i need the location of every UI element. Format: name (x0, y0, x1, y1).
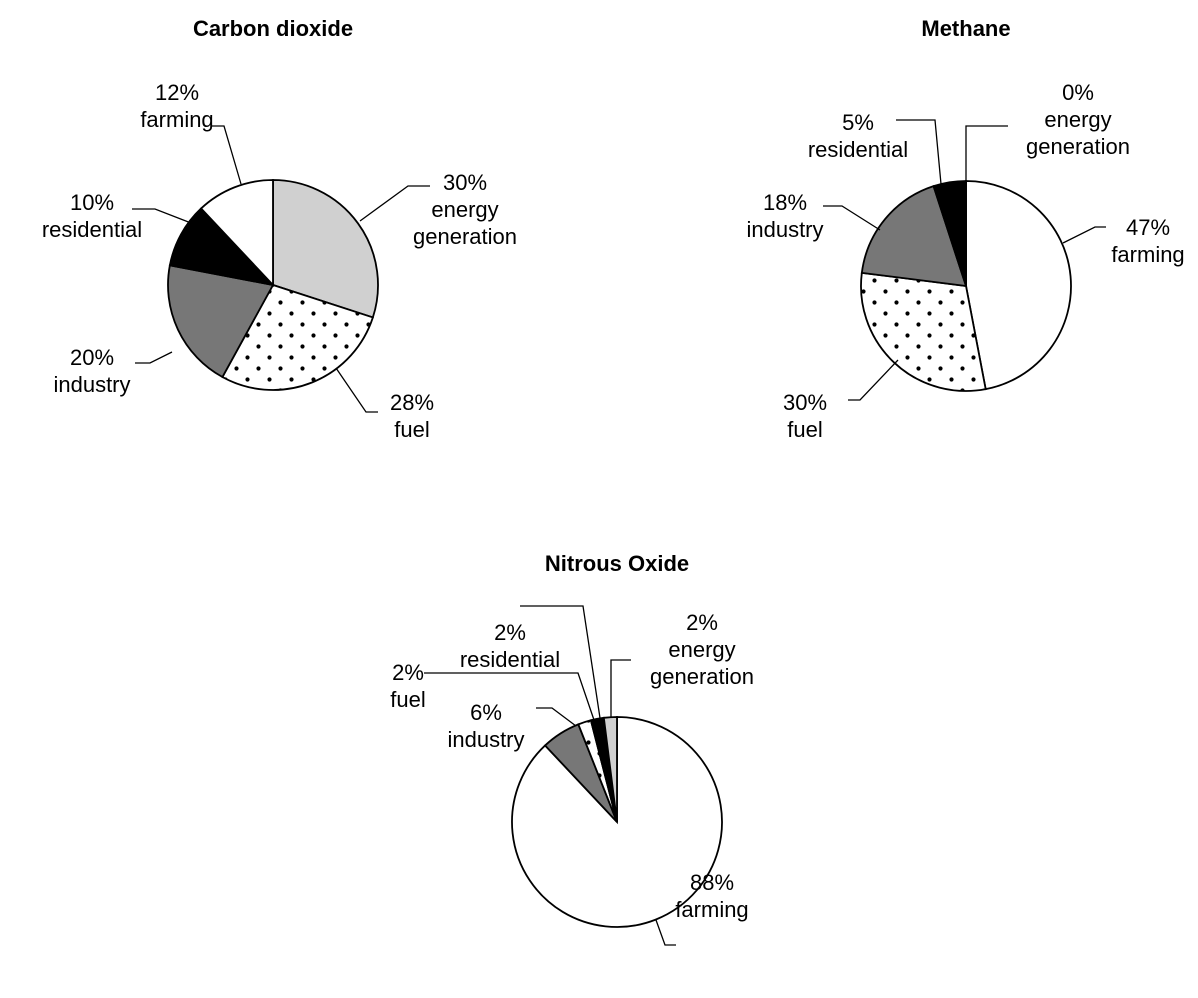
chart-title: Nitrous Oxide (545, 551, 689, 576)
chart-title: Carbon dioxide (193, 16, 353, 41)
leader-line-industry (536, 707, 577, 727)
leader-line-farming (212, 125, 242, 185)
data-label-percent: 20% (70, 345, 114, 370)
data-label-percent: 28% (390, 390, 434, 415)
pie-slice-farming (199, 179, 274, 288)
data-label-category: fuel (390, 687, 425, 712)
data-label-percent: 6% (470, 700, 502, 725)
data-label-category: generation (413, 224, 517, 249)
pie-slice-farming (511, 716, 723, 928)
pie-slice-industry (860, 185, 968, 288)
leader-line-industry (135, 351, 173, 364)
data-label-percent: 18% (763, 190, 807, 215)
pie-slice-fuel (221, 283, 374, 391)
data-label-category: industry (746, 217, 823, 242)
leader-line-residential (520, 605, 601, 719)
leader-line-energy-generation (359, 185, 430, 222)
data-label-percent: 2% (494, 620, 526, 645)
data-label-percent: 30% (783, 390, 827, 415)
pie-slice-fuel (860, 271, 987, 392)
data-label-category: industry (447, 727, 524, 752)
data-label-category: residential (808, 137, 908, 162)
data-label-percent: 0% (1062, 80, 1094, 105)
data-label-category: energy (431, 197, 498, 222)
pie-slice-energy-generation (272, 179, 379, 319)
leader-line-fuel (335, 367, 378, 413)
data-label-category: residential (460, 647, 560, 672)
leader-line-residential (132, 208, 192, 224)
leader-line-energy-generation (965, 125, 1008, 181)
pie-chart-nitrous-oxide: Nitrous Oxide88%farming6%industry2%fuel2… (390, 551, 754, 946)
leader-line-residential (896, 119, 942, 185)
leader-line-farming (655, 919, 676, 946)
data-label-category: farming (140, 107, 213, 132)
data-label-category: industry (53, 372, 130, 397)
data-label-percent: 47% (1126, 215, 1170, 240)
data-label-percent: 10% (70, 190, 114, 215)
data-label-percent: 2% (392, 660, 424, 685)
leader-line-industry (823, 205, 881, 231)
pie-chart-methane: Methane 47%farming 30%fuel 18%industry 5%res… (746, 16, 1184, 442)
data-label-category: energy (1044, 107, 1111, 132)
data-label-category: generation (650, 664, 754, 689)
data-label-category: residential (42, 217, 142, 242)
pie-slice-farming (965, 180, 1072, 391)
leader-line-fuel (424, 672, 595, 721)
data-label-percent: 2% (686, 610, 718, 635)
leader-line-fuel (848, 359, 899, 401)
data-label-category: farming (1111, 242, 1184, 267)
data-label-category: fuel (787, 417, 822, 442)
data-label-category: farming (675, 897, 748, 922)
leader-line-farming (1062, 226, 1106, 244)
data-label-percent: 12% (155, 80, 199, 105)
pie-slice-industry (167, 264, 275, 379)
data-label-category: fuel (394, 417, 429, 442)
data-label-percent: 5% (842, 110, 874, 135)
data-label-percent: 30% (443, 170, 487, 195)
data-label-category: energy (668, 637, 735, 662)
chart-title: Methane (921, 16, 1010, 41)
data-label-category: generation (1026, 134, 1130, 159)
data-label-percent: 88% (690, 870, 734, 895)
leader-line-energy-generation (610, 659, 631, 718)
